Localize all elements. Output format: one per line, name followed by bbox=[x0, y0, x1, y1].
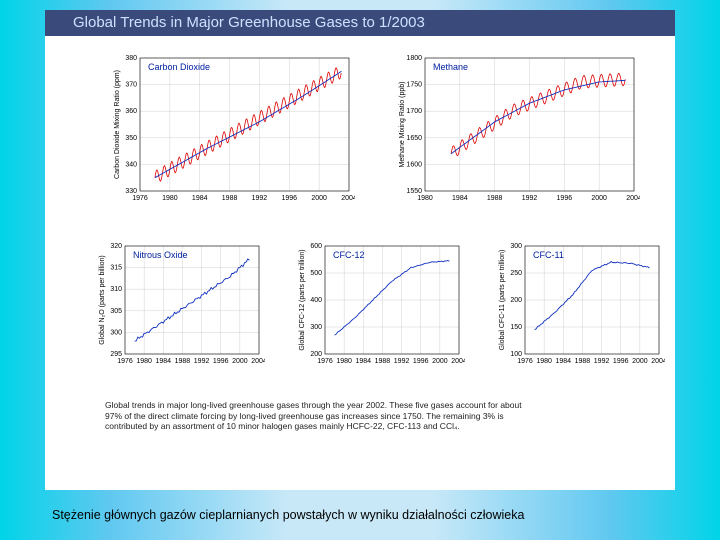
svg-text:100: 100 bbox=[510, 351, 522, 358]
svg-text:320: 320 bbox=[110, 243, 122, 250]
svg-text:1984: 1984 bbox=[355, 358, 371, 365]
svg-text:1750: 1750 bbox=[406, 82, 422, 89]
svg-text:Global CFC-11 (parts per trill: Global CFC-11 (parts per trillion) bbox=[499, 250, 506, 351]
svg-text:1980: 1980 bbox=[136, 358, 152, 365]
slide-caption: Stężenie głównych gazów cieplarnianych p… bbox=[52, 508, 524, 522]
svg-text:Carbon Dioxide Mixing Ratio (p: Carbon Dioxide Mixing Ratio (ppm) bbox=[114, 70, 121, 179]
svg-text:Global N₂O (parts per billion): Global N₂O (parts per billion) bbox=[99, 255, 106, 344]
svg-text:1992: 1992 bbox=[194, 358, 210, 365]
svg-text:1980: 1980 bbox=[162, 195, 178, 202]
svg-text:380: 380 bbox=[125, 55, 137, 62]
svg-text:1996: 1996 bbox=[613, 358, 629, 365]
svg-text:1988: 1988 bbox=[222, 195, 238, 202]
svg-text:1992: 1992 bbox=[252, 195, 268, 202]
chart-co2: 1976 1980 1984 1988 1992 1996 2000 2004 330 340 35… bbox=[110, 52, 355, 207]
svg-text:2000: 2000 bbox=[632, 358, 648, 365]
svg-text:1976: 1976 bbox=[132, 195, 148, 202]
chart-cfc11: 197619801984 19881992199620002004 100 150 20… bbox=[495, 240, 665, 370]
svg-text:370: 370 bbox=[125, 82, 137, 89]
svg-text:1988: 1988 bbox=[575, 358, 591, 365]
chart-n2o: 197619801984 19881992199620002004 295 300 30… bbox=[95, 240, 265, 370]
svg-text:305: 305 bbox=[110, 308, 122, 315]
svg-text:400: 400 bbox=[310, 297, 322, 304]
svg-text:1650: 1650 bbox=[406, 135, 422, 142]
svg-text:315: 315 bbox=[110, 265, 122, 272]
svg-text:1988: 1988 bbox=[375, 358, 391, 365]
svg-text:1984: 1984 bbox=[555, 358, 571, 365]
svg-text:1976: 1976 bbox=[317, 358, 333, 365]
svg-text:CFC-12: CFC-12 bbox=[333, 250, 365, 260]
svg-text:2004: 2004 bbox=[651, 358, 665, 365]
slide-background: Global Trends in Major Greenhouse Gases … bbox=[0, 0, 720, 540]
svg-text:330: 330 bbox=[125, 188, 137, 195]
svg-text:500: 500 bbox=[310, 270, 322, 277]
svg-text:300: 300 bbox=[310, 324, 322, 331]
svg-text:300: 300 bbox=[110, 329, 122, 336]
chart-cfc12: 197619801984 19881992199620002004 200 300 40… bbox=[295, 240, 465, 370]
svg-text:200: 200 bbox=[510, 297, 522, 304]
svg-text:CFC-11: CFC-11 bbox=[533, 250, 564, 260]
svg-text:1550: 1550 bbox=[406, 188, 422, 195]
svg-text:1988: 1988 bbox=[175, 358, 191, 365]
svg-text:2000: 2000 bbox=[311, 195, 327, 202]
svg-text:2004: 2004 bbox=[341, 195, 355, 202]
svg-text:2004: 2004 bbox=[251, 358, 265, 365]
svg-text:600: 600 bbox=[310, 243, 322, 250]
svg-text:1996: 1996 bbox=[213, 358, 229, 365]
svg-text:1980: 1980 bbox=[417, 195, 433, 202]
svg-text:1976: 1976 bbox=[517, 358, 533, 365]
svg-text:1984: 1984 bbox=[192, 195, 208, 202]
svg-text:150: 150 bbox=[510, 324, 522, 331]
svg-text:2004: 2004 bbox=[626, 195, 640, 202]
svg-text:340: 340 bbox=[125, 161, 137, 168]
svg-text:1984: 1984 bbox=[452, 195, 468, 202]
svg-text:1700: 1700 bbox=[406, 108, 422, 115]
svg-text:1984: 1984 bbox=[155, 358, 171, 365]
svg-text:1996: 1996 bbox=[557, 195, 573, 202]
svg-text:350: 350 bbox=[125, 135, 137, 142]
svg-text:300: 300 bbox=[510, 243, 522, 250]
svg-text:Nitrous Oxide: Nitrous Oxide bbox=[133, 250, 188, 260]
svg-text:2000: 2000 bbox=[232, 358, 248, 365]
svg-text:Methane: Methane bbox=[433, 62, 468, 72]
svg-text:1996: 1996 bbox=[413, 358, 429, 365]
svg-text:1800: 1800 bbox=[406, 55, 422, 62]
svg-text:1988: 1988 bbox=[487, 195, 503, 202]
panel-title: Global Trends in Major Greenhouse Gases … bbox=[45, 10, 675, 36]
svg-text:1976: 1976 bbox=[117, 358, 133, 365]
svg-text:1992: 1992 bbox=[522, 195, 538, 202]
svg-text:Methane Mixing Ratio (ppb): Methane Mixing Ratio (ppb) bbox=[399, 82, 406, 168]
svg-text:Carbon Dioxide: Carbon Dioxide bbox=[148, 62, 210, 72]
figure-panel: Global Trends in Major Greenhouse Gases … bbox=[45, 10, 675, 490]
svg-text:1980: 1980 bbox=[536, 358, 552, 365]
chart-ch4: 1980 1984 1988 1992 1996 2000 2004 1550 1600 1650… bbox=[395, 52, 640, 207]
svg-text:Global CFC-12 (parts per trill: Global CFC-12 (parts per trillion) bbox=[299, 249, 306, 350]
svg-text:1600: 1600 bbox=[406, 161, 422, 168]
svg-text:310: 310 bbox=[110, 286, 122, 293]
svg-text:2004: 2004 bbox=[451, 358, 465, 365]
footnote-text: Global trends in major long-lived greenh… bbox=[105, 400, 645, 432]
svg-text:295: 295 bbox=[110, 351, 122, 358]
svg-text:200: 200 bbox=[310, 351, 322, 358]
svg-text:360: 360 bbox=[125, 108, 137, 115]
svg-text:2000: 2000 bbox=[432, 358, 448, 365]
svg-text:2000: 2000 bbox=[591, 195, 607, 202]
svg-text:250: 250 bbox=[510, 270, 522, 277]
svg-text:1980: 1980 bbox=[336, 358, 352, 365]
svg-text:1996: 1996 bbox=[281, 195, 297, 202]
svg-text:1992: 1992 bbox=[594, 358, 610, 365]
svg-text:1992: 1992 bbox=[394, 358, 410, 365]
